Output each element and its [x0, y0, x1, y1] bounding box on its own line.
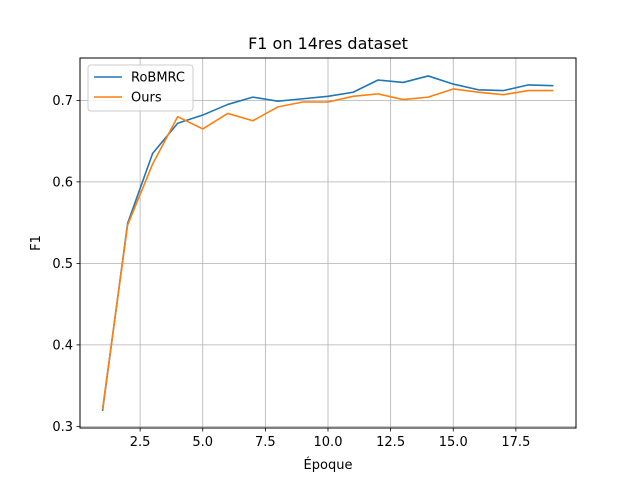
chart-title: F1 on 14res dataset: [248, 34, 408, 53]
series-line-ours: [101, 88, 554, 410]
grid: [80, 58, 576, 428]
legend-label-ours: Ours: [131, 91, 162, 106]
legend-label-robmrc: RoBMRC: [131, 71, 185, 86]
x-tick-label: 2.5: [130, 435, 151, 450]
y-tick-label: 0.5: [52, 257, 73, 272]
x-tick-label: 12.5: [376, 435, 405, 450]
y-tick-label: 0.7: [52, 94, 73, 109]
legend: RoBMRC Ours: [87, 64, 194, 112]
x-tick-label: 5.0: [192, 435, 213, 450]
x-tick-label: 7.5: [255, 435, 276, 450]
y-tick-label: 0.6: [52, 175, 73, 190]
x-axis-title: Époque: [304, 457, 353, 473]
y-axis-title: F1: [29, 235, 44, 251]
x-tick-label: 15.0: [439, 435, 468, 450]
series-lines: [101, 75, 554, 411]
y-tick-label: 0.3: [52, 420, 73, 435]
x-tick-label: 10.0: [314, 435, 343, 450]
axis-ticks: 2.5 5.0 7.5 10.0 12.5 15.0 17.5 0.3 0.4 0.5 0.6 0.7: [52, 94, 530, 450]
x-tick-label: 17.5: [501, 435, 530, 450]
series-line-robmrc: [101, 75, 554, 411]
y-tick-label: 0.4: [52, 338, 73, 353]
